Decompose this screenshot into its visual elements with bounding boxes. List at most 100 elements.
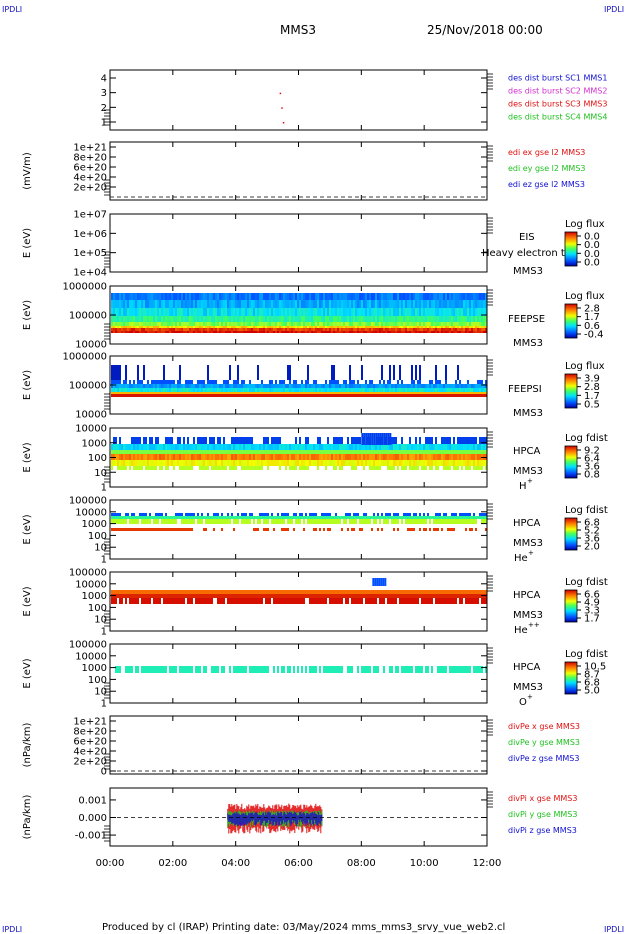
heatmap-cell	[445, 454, 447, 460]
heatmap-cell	[327, 316, 329, 322]
heatmap-cell	[349, 300, 351, 308]
heatmap-cell	[189, 326, 191, 328]
heatmap-cell	[371, 433, 374, 445]
heatmap-cell	[241, 590, 243, 594]
heatmap-cell	[293, 444, 295, 450]
heatmap-cell	[233, 308, 235, 316]
heatmap-cell	[253, 454, 255, 460]
heatmap-cell	[471, 308, 473, 316]
heatmap-cell	[143, 516, 145, 519]
heatmap-cell	[371, 322, 373, 326]
heatmap-cell	[125, 594, 127, 598]
heatmap-cell	[141, 316, 143, 322]
heatmap-cell	[249, 516, 251, 519]
heatmap-cell	[127, 516, 129, 519]
heatmap-cell	[461, 384, 463, 388]
heatmap-cell	[477, 326, 479, 328]
heatmap-cell	[157, 322, 159, 326]
heatmap-cell	[303, 466, 305, 470]
heatmap-cell	[353, 308, 355, 316]
heatmap-cell	[199, 590, 201, 594]
heatmap-cell	[417, 388, 419, 392]
heatmap-cell	[301, 328, 303, 331]
heatmap-cell	[209, 331, 211, 333]
heatmap-cell	[477, 308, 479, 316]
heatmap-cell	[309, 384, 311, 388]
heatmap-cell	[461, 516, 463, 519]
heatmap-cell	[229, 454, 231, 460]
heatmap-cell	[241, 460, 243, 466]
heatmap-cell	[155, 594, 157, 598]
heatmap-cell	[323, 598, 325, 604]
heatmap-cell	[387, 598, 389, 604]
heatmap-cell	[171, 384, 173, 388]
heatmap-cell	[439, 519, 441, 524]
heatmap-cell	[237, 598, 239, 604]
heatmap-cell	[261, 454, 263, 460]
heatmap-cell	[357, 328, 359, 331]
heatmap-cell	[317, 590, 319, 594]
heatmap-cell	[385, 331, 387, 333]
heatmap-cell	[375, 293, 377, 300]
heatmap-cell	[333, 316, 335, 322]
heatmap-cell	[333, 466, 335, 470]
heatmap-cell	[193, 300, 195, 308]
heatmap-cell	[475, 519, 477, 524]
heatmap-cell	[119, 388, 121, 392]
heatmap-cell	[259, 392, 261, 394]
heatmap-cell	[475, 308, 477, 316]
heatmap-cell	[115, 365, 117, 380]
y-tick-label: 10	[94, 615, 107, 626]
heatmap-cell	[345, 300, 347, 308]
heatmap-cell	[299, 519, 301, 524]
heatmap-cell	[119, 528, 121, 531]
page-title: MMS3	[280, 23, 316, 37]
heatmap-cell	[357, 392, 359, 394]
heatmap-cell	[229, 384, 231, 388]
heatmap-cell	[177, 450, 179, 454]
heatmap-cell	[335, 460, 337, 466]
heatmap-cell	[441, 519, 443, 524]
heatmap-cell	[345, 326, 347, 328]
heatmap-cell	[419, 437, 421, 444]
heatmap-cell	[189, 300, 191, 308]
heatmap-cell	[355, 328, 357, 331]
heatmap-cell	[475, 384, 477, 388]
heatmap-cell	[263, 460, 265, 466]
heatmap-cell	[221, 300, 223, 308]
heatmap-cell	[195, 322, 197, 326]
heatmap-cell	[343, 308, 345, 316]
heatmap-cell	[311, 384, 313, 388]
heatmap-cell	[121, 528, 123, 531]
heatmap-cell	[171, 392, 173, 394]
heatmap-cell	[363, 308, 365, 316]
heatmap-cell	[285, 460, 287, 466]
heatmap-cell	[147, 394, 149, 397]
heatmap-cell	[183, 300, 185, 308]
heatmap-cell	[289, 394, 291, 397]
heatmap-cell	[399, 293, 401, 300]
heatmap-cell	[235, 444, 237, 450]
heatmap-cell	[175, 594, 177, 598]
heatmap-cell	[447, 444, 449, 450]
heatmap-cell	[361, 326, 363, 328]
heatmap-cell	[241, 308, 243, 316]
heatmap-cell	[275, 598, 277, 604]
heatmap-cell	[205, 316, 207, 322]
heatmap-cell	[197, 519, 199, 524]
heatmap-cell	[149, 454, 151, 460]
heatmap-cell	[215, 328, 217, 331]
heatmap-cell	[343, 388, 345, 392]
heatmap-cell	[153, 380, 155, 384]
heatmap-cell	[129, 322, 131, 326]
heatmap-cell	[357, 322, 359, 326]
heatmap-cell	[189, 293, 191, 300]
heatmap-cell	[243, 466, 245, 470]
heatmap-cell	[119, 300, 121, 308]
heatmap-cell	[157, 394, 159, 397]
heatmap-cell	[413, 293, 415, 300]
heatmap-cell	[181, 454, 183, 460]
heatmap-cell	[135, 454, 137, 460]
heatmap-cell	[453, 308, 455, 316]
heatmap-cell	[117, 460, 119, 466]
